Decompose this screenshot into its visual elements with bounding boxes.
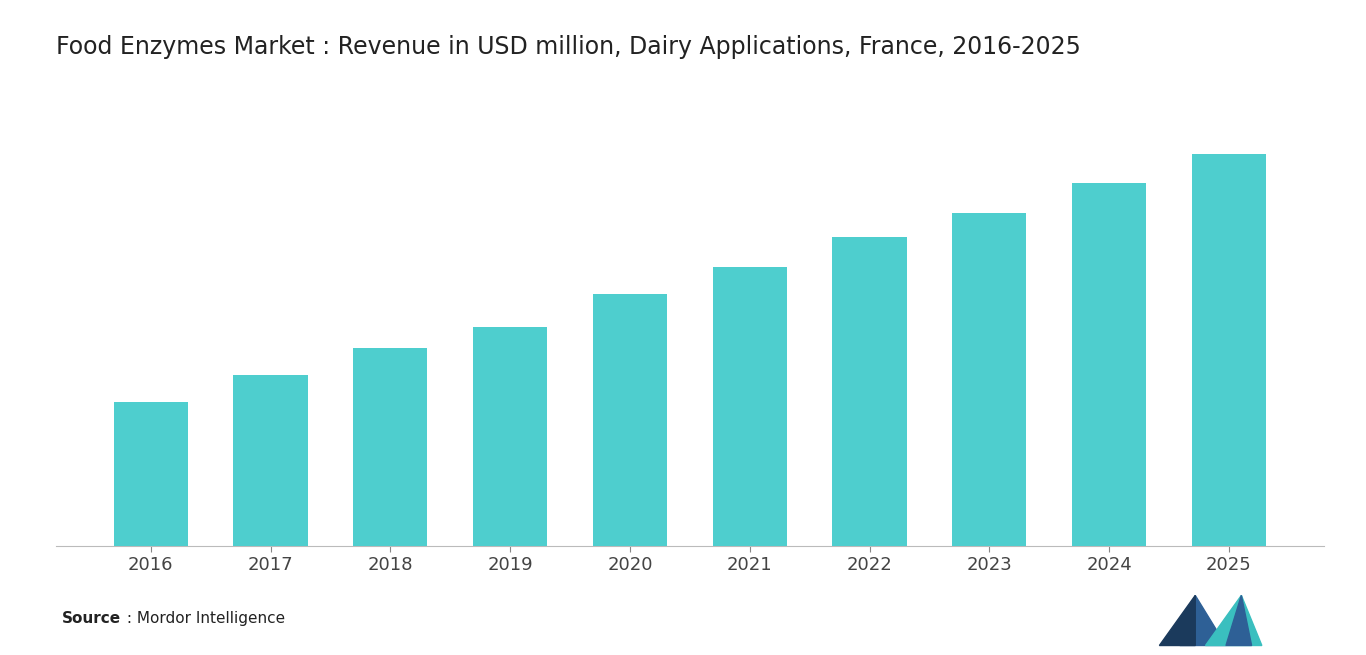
Text: Source: Source [61,610,120,626]
Bar [832,237,907,655]
Bar [113,402,189,655]
Bar [354,348,428,655]
Bar [1072,183,1146,655]
Bar [593,294,667,655]
Bar [952,214,1026,655]
Bar [234,375,307,655]
Polygon shape [1180,595,1227,646]
Bar [713,267,787,655]
Polygon shape [1205,595,1262,646]
Text: : Mordor Intelligence: : Mordor Intelligence [122,610,284,626]
Bar [1191,154,1266,655]
Polygon shape [1227,595,1251,646]
Text: Food Enzymes Market : Revenue in USD million, Dairy Applications, France, 2016-2: Food Enzymes Market : Revenue in USD mil… [56,35,1081,59]
Polygon shape [1160,595,1195,646]
Bar [473,327,548,655]
